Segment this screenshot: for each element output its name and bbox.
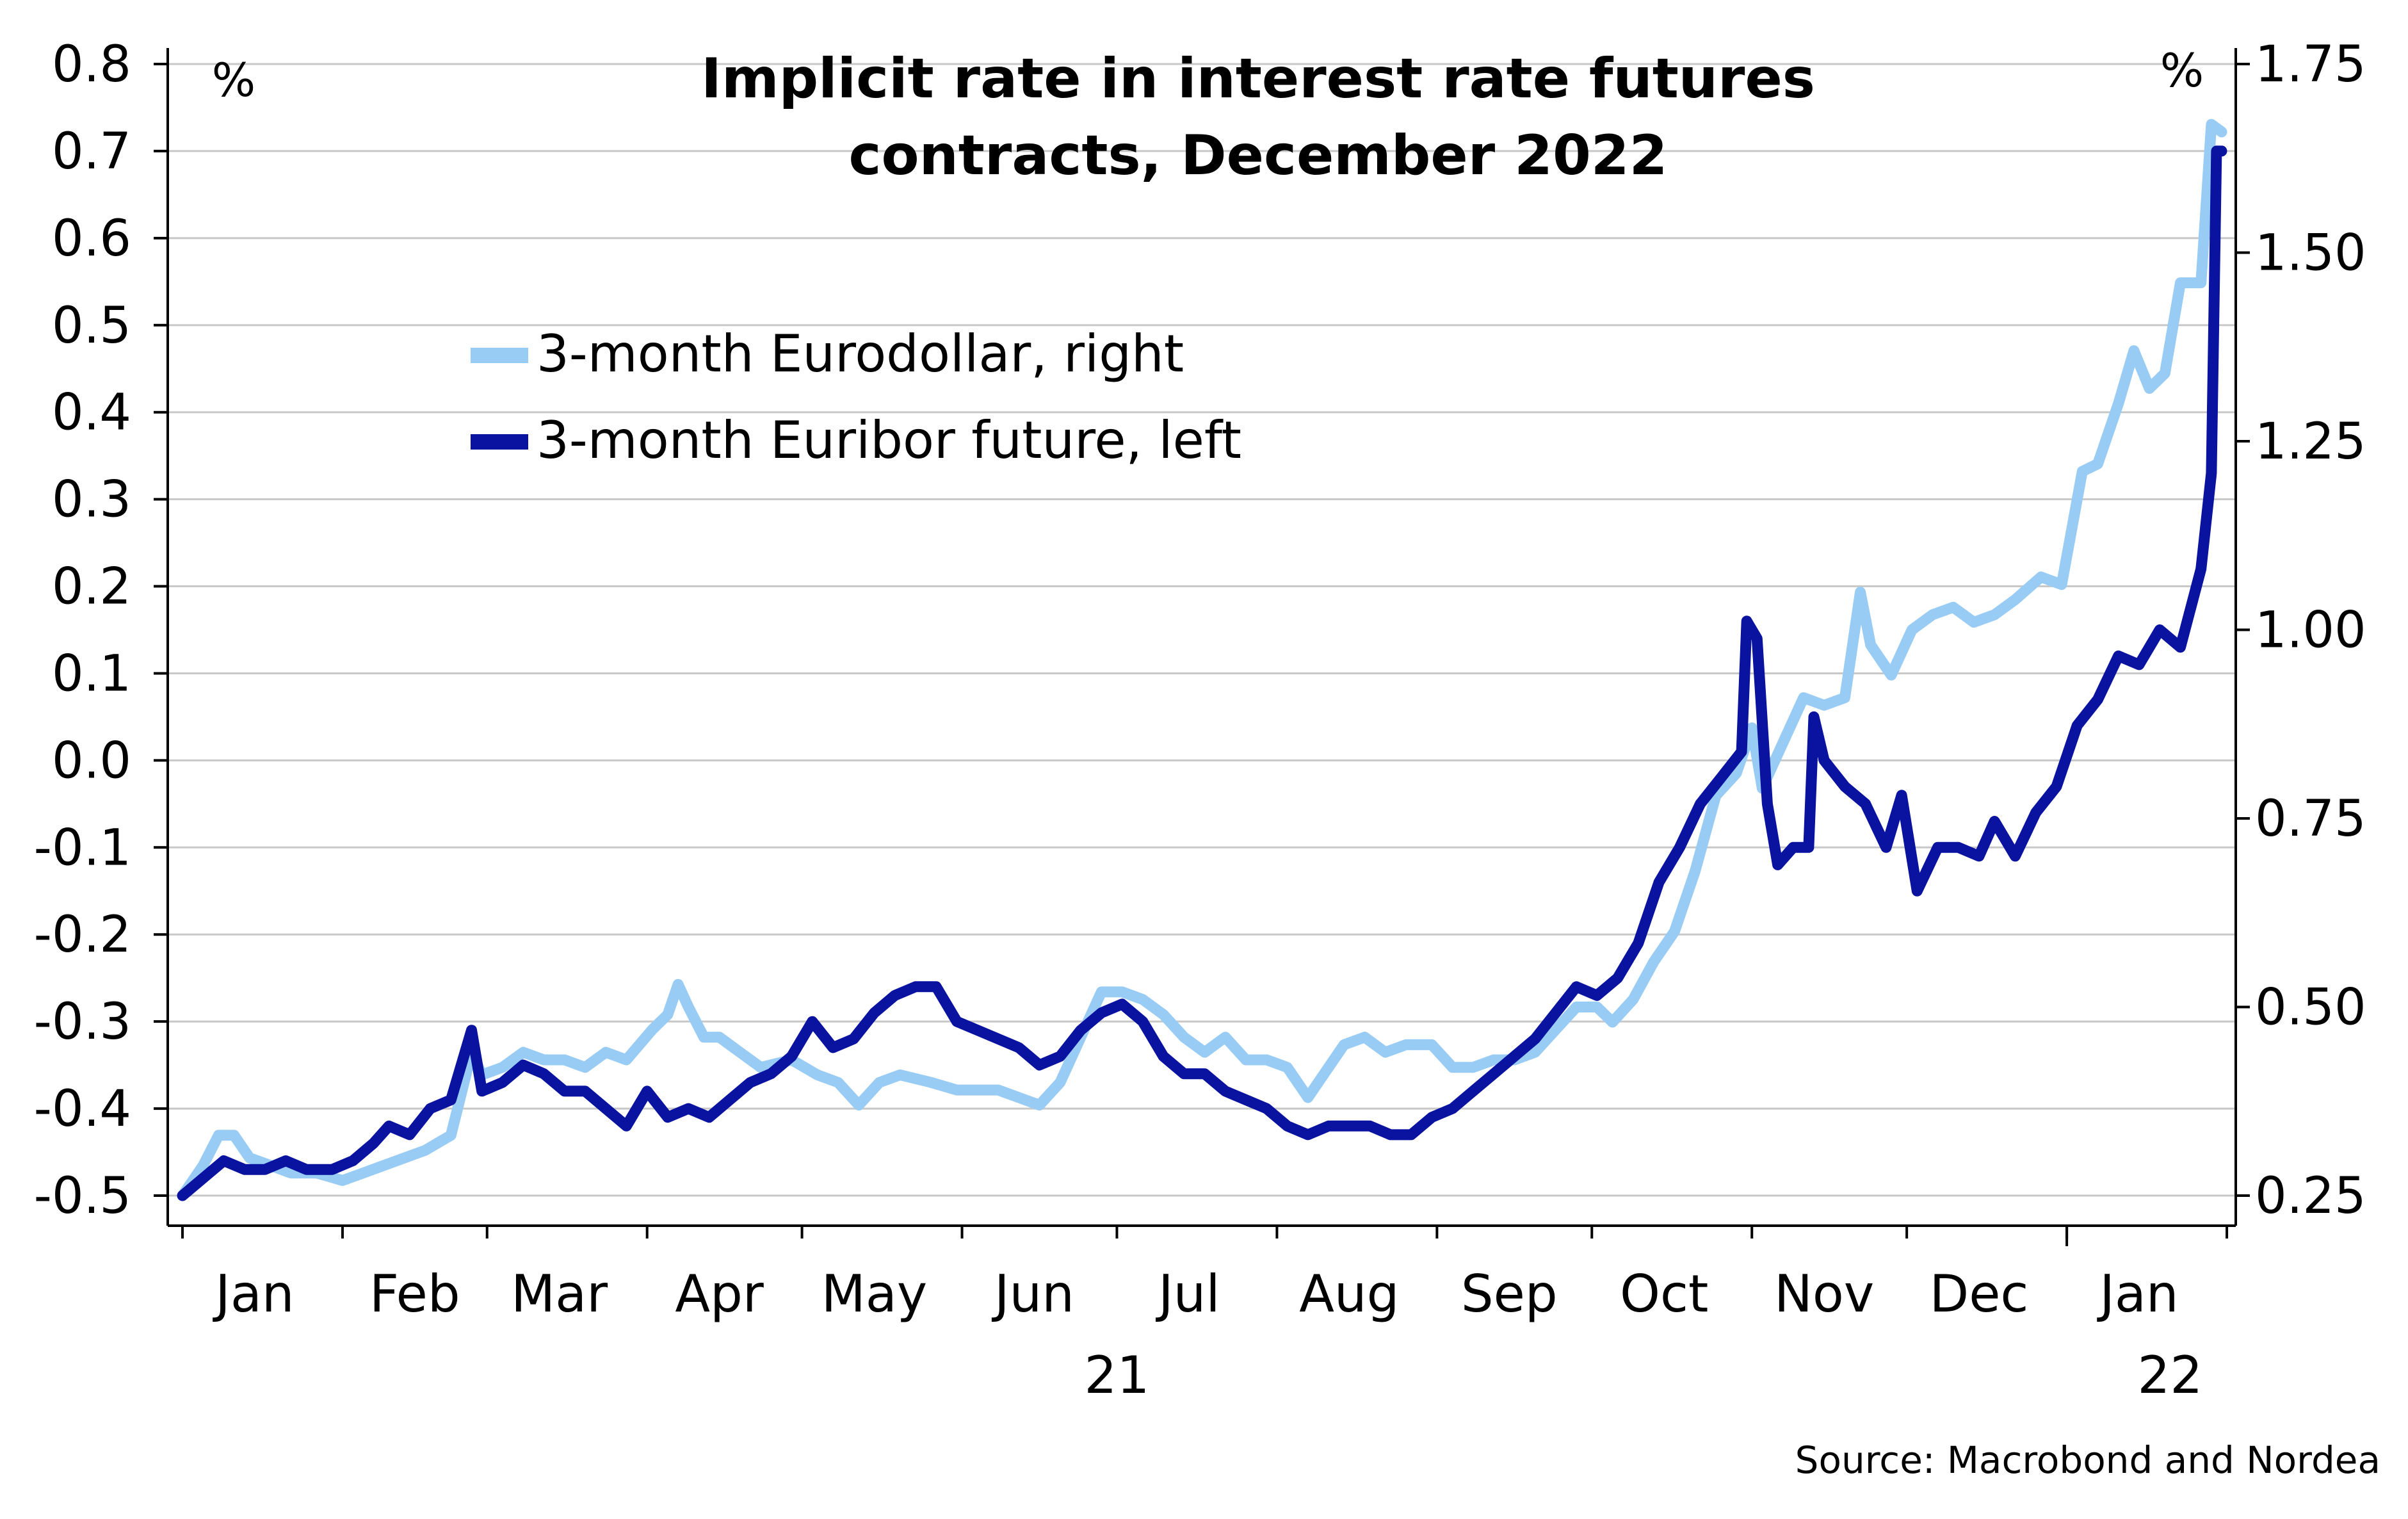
x-month-label: Mar [511, 1264, 608, 1324]
x-month-label: Jun [991, 1264, 1074, 1324]
x-month-label: Jan [2096, 1264, 2178, 1324]
x-month-label: Aug [1299, 1264, 1399, 1324]
legend-label-euribor: 3-month Euribor future, left [537, 410, 1241, 470]
right-tick-label: 0.75 [2255, 790, 2366, 848]
chart-title-line-2: contracts, December 2022 [849, 124, 1668, 188]
right-tick-label: 1.25 [2255, 413, 2366, 471]
x-month-label: Nov [1774, 1264, 1874, 1324]
x-month-label: May [821, 1264, 927, 1324]
left-tick-label: 0.2 [52, 558, 131, 616]
series-line-eurodollar [177, 118, 2227, 1201]
source-note: Source: Macrobond and Nordea [1795, 1438, 2380, 1482]
x-month-label: Jul [1155, 1264, 1220, 1324]
x-month-label: Dec [1930, 1264, 2029, 1324]
right-axis-ticks: 1.75 1.50 1.25 1.00 0.75 0.50 0.25 [2236, 36, 2366, 1225]
axes [166, 48, 2237, 1227]
x-month-label: Oct [1620, 1264, 1708, 1324]
left-unit-label: % [212, 53, 255, 107]
x-year-label: 21 [1085, 1345, 1150, 1405]
left-tick-label: -0.2 [34, 906, 131, 964]
left-tick-label: 0.6 [52, 210, 131, 268]
right-tick-label: 1.00 [2255, 602, 2366, 660]
left-tick-label: 0.5 [52, 297, 131, 355]
x-month-label: Feb [369, 1264, 460, 1324]
left-tick-label: 0.8 [52, 36, 131, 93]
right-tick-label: 0.50 [2255, 979, 2366, 1037]
series-line-euribor [177, 145, 2227, 1201]
chart-title-line-1: Implicit rate in interest rate futures [701, 47, 1815, 111]
right-tick-label: 1.75 [2255, 36, 2366, 93]
x-year-label: 22 [2137, 1345, 2202, 1405]
left-tick-label: -0.5 [34, 1167, 131, 1225]
left-tick-label: 0.3 [52, 471, 131, 529]
left-axis-ticks: 0.8 0.7 0.6 0.5 0.4 0.3 0.2 0.1 0.0 -0.1 -0.2 -0.3 -… [34, 36, 168, 1225]
x-month-label: Apr [675, 1264, 764, 1324]
legend-label-eurodollar: 3-month Eurodollar, right [537, 324, 1184, 384]
legend: 3-month Eurodollar, right 3-month Euribo… [471, 324, 1241, 470]
left-tick-label: -0.1 [34, 819, 131, 877]
right-unit-label: % [2160, 44, 2204, 97]
left-tick-label: -0.3 [34, 993, 131, 1051]
left-tick-label: 0.1 [52, 645, 131, 703]
x-month-label: Jan [212, 1264, 294, 1324]
left-tick-label: 0.4 [52, 384, 131, 442]
left-tick-label: 0.0 [52, 732, 131, 790]
x-axis-ticks: Jan Feb Mar Apr May Jun Jul Aug Sep Oct Nov Dec Jan 2… [181, 1226, 2229, 1405]
right-tick-label: 0.25 [2255, 1167, 2366, 1225]
left-tick-label: 0.7 [52, 123, 131, 181]
gridlines [168, 63, 2236, 1197]
series-lines [177, 118, 2227, 1201]
right-tick-label: 1.50 [2255, 225, 2366, 282]
left-tick-label: -0.4 [34, 1080, 131, 1138]
x-month-label: Sep [1461, 1264, 1558, 1324]
